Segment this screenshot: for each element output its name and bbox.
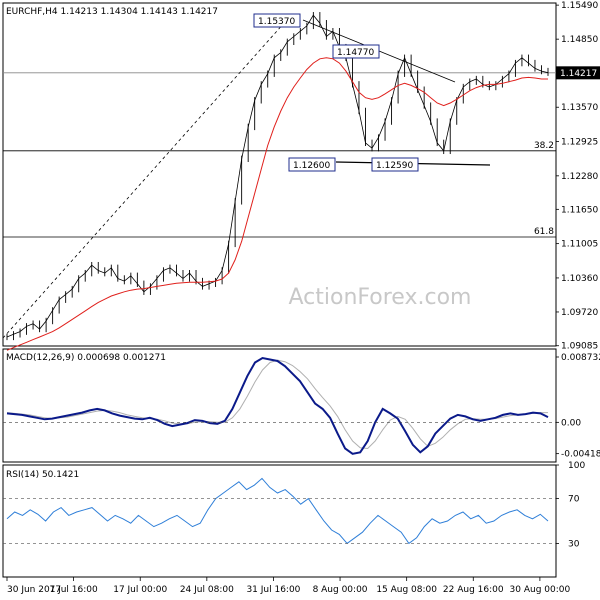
callout-high: 1.15370 [253,13,301,28]
uptrend-dashed-line [2,21,286,339]
price-y-tick-label: 1.13570 [561,103,598,113]
macd-y-tick-label: 0.008732 [561,353,600,363]
svg-text:1.14217: 1.14217 [560,69,597,79]
svg-text:1.12600: 1.12600 [293,161,330,171]
x-tick-label: 30 Jun 2017 [7,585,61,595]
price-y-tick-label: 1.10360 [561,274,598,284]
x-tick-label: 24 Jul 08:00 [180,585,234,595]
fib-61-label: 61.8 [534,227,554,237]
x-tick-label: 22 Aug 16:00 [443,585,504,595]
price-series [6,12,549,351]
x-tick-label: 7 Jul 16:00 [49,585,98,595]
rsi-series [6,477,549,545]
macd-y-axis: 0.008732 0.00 -0.004184 [556,353,600,460]
x-tick-label: 17 Jul 00:00 [113,585,167,595]
x-tick-label: 30 Aug 00:00 [510,585,571,595]
price-header: EURCHF,H4 1.14213 1.14304 1.14143 1.1421… [6,7,218,17]
svg-text:1.15370: 1.15370 [258,17,295,27]
rsi-y-tick-label: 100 [568,461,585,471]
x-tick-label: 31 Jul 16:00 [246,585,300,595]
price-y-axis: 1.15490 1.14850 1.13570 1.12925 1.12280 1.116… [556,1,598,352]
price-y-tick-label: 1.09720 [561,308,598,318]
price-y-tick-label: 1.14850 [561,35,598,45]
fib-38-label: 38.2 [534,141,554,151]
price-y-tick-label: 1.11650 [561,205,598,215]
watermark: ActionForex.com [289,285,472,310]
svg-text:1.14770: 1.14770 [337,48,374,58]
price-moving-average-line [6,57,548,351]
callout-low-2: 1.12590 [371,157,419,172]
callout-low-1: 1.12600 [288,157,336,172]
svg-text:1.12590: 1.12590 [376,161,413,171]
price-y-tick-label: 1.12280 [561,172,598,182]
macd-series [6,356,549,455]
macd-y-tick-label: 0.00 [561,418,581,428]
rsi-header: RSI(14) 50.1421 [6,470,79,480]
rsi-panel-frame [2,464,557,578]
macd-header: MACD(12,26,9) 0.000698 0.001271 [6,353,166,363]
macd-panel-frame [2,348,557,463]
rsi-y-tick-label: 30 [568,539,580,549]
rsi-line [6,477,549,545]
price-y-tick-label: 1.11005 [561,240,598,250]
rsi-y-tick-label: 70 [568,495,580,505]
macd-signal-line [6,359,548,450]
rsi-y-axis: 100 70 30 [556,461,585,549]
price-y-tick-label: 1.12925 [561,138,598,148]
callout-second-high: 1.14770 [332,44,380,59]
x-tick-label: 15 Aug 08:00 [376,585,437,595]
macd-line [6,356,549,455]
x-tick-label: 8 Aug 00:00 [313,585,368,595]
current-price-badge: 1.14217 [556,66,600,80]
macd-y-tick-label: -0.004184 [561,450,600,460]
price-y-tick-label: 1.09085 [561,342,598,352]
price-y-tick-label: 1.15490 [561,1,598,11]
price-panel-frame [2,2,557,347]
